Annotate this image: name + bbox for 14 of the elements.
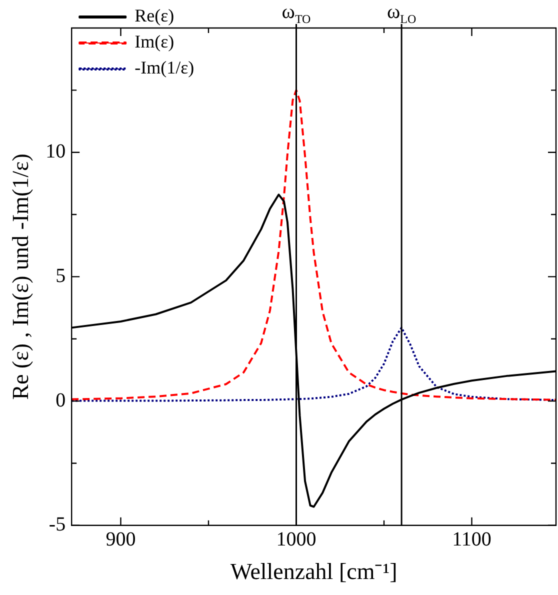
- line-series: [72, 89, 556, 401]
- y-axis-title: Re (ε) , Im(ε) und -Im(1/ε): [8, 154, 33, 400]
- y-tick-label: 0: [56, 389, 66, 412]
- y-tick-label: -5: [48, 514, 66, 536]
- y-tick-label: 10: [46, 140, 66, 163]
- x-axis-title: Wellenzahl [cm⁻¹]: [230, 559, 398, 584]
- y-tick-label: 5: [56, 264, 66, 287]
- legend-label: -Im(1/ε): [134, 58, 194, 78]
- x-tick-label: 1100: [452, 528, 492, 551]
- x-tick-label: 900: [106, 528, 136, 551]
- legend-label: Re(ε): [134, 6, 174, 26]
- legend-label: Im(ε): [134, 32, 174, 52]
- line-series: [72, 326, 556, 402]
- x-tick-label: 1000: [276, 528, 316, 551]
